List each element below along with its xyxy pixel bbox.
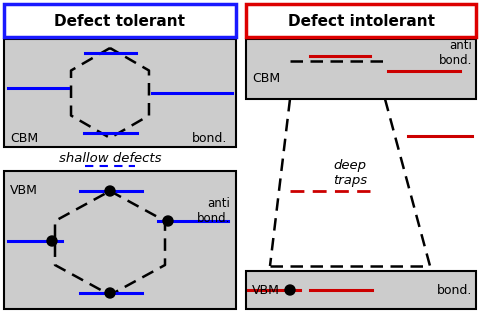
Text: anti
bond.: anti bond.	[197, 197, 230, 225]
Text: CBM: CBM	[10, 132, 38, 144]
Text: anti
bond.: anti bond.	[439, 39, 472, 67]
Circle shape	[163, 216, 173, 226]
Circle shape	[105, 288, 115, 298]
FancyBboxPatch shape	[4, 171, 236, 309]
Text: CBM: CBM	[252, 73, 280, 85]
Circle shape	[285, 285, 295, 295]
FancyBboxPatch shape	[4, 39, 236, 147]
Circle shape	[105, 186, 115, 196]
Text: deep
traps: deep traps	[333, 159, 367, 187]
Text: Defect tolerant: Defect tolerant	[55, 13, 185, 29]
Text: Defect intolerant: Defect intolerant	[288, 13, 434, 29]
FancyBboxPatch shape	[4, 4, 236, 37]
Circle shape	[47, 236, 57, 246]
FancyBboxPatch shape	[246, 39, 476, 99]
Text: bond.: bond.	[192, 132, 227, 144]
Text: VBM: VBM	[252, 283, 280, 297]
Text: VBM: VBM	[10, 185, 38, 197]
FancyBboxPatch shape	[246, 4, 476, 37]
Text: bond.: bond.	[437, 283, 472, 297]
FancyBboxPatch shape	[246, 271, 476, 309]
Text: shallow defects: shallow defects	[59, 152, 161, 166]
